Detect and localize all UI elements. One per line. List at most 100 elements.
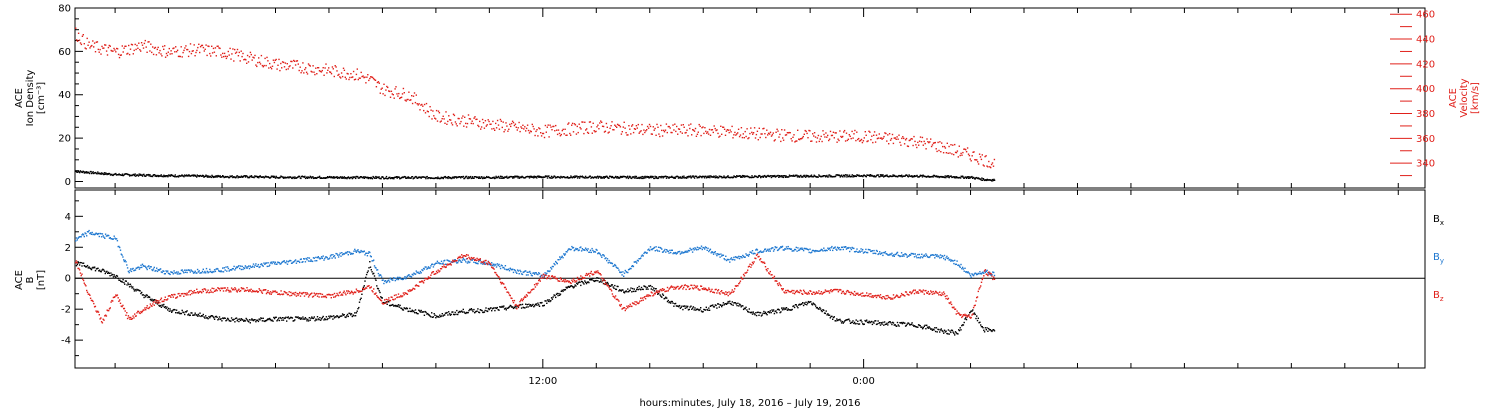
b-series-Bx-point [248,321,249,322]
b-series-By-point [205,272,206,273]
density-series-point [100,174,101,175]
velocity-series-point [190,43,191,44]
b-series-Bx-point [823,310,824,311]
b-series-By-point [76,237,77,238]
b-series-By-point [600,255,601,256]
density-series-point [382,177,383,178]
b-series-Bz-point [129,319,130,320]
velocity-series-point [342,76,343,77]
velocity-series-point [973,151,974,152]
b-series-By-point [348,254,349,255]
b-series-Bx-point [986,327,987,328]
b-series-By-point [378,273,379,274]
velocity-series-point [312,65,313,66]
velocity-series-point [323,67,324,68]
b-series-Bz-point [80,272,81,273]
b-series-Bz-point [163,301,164,302]
b-series-Bz-point [118,297,119,298]
velocity-series-point [806,131,807,132]
velocity-series-point [418,103,419,104]
velocity-series-point [145,40,146,41]
b-series-By-point [273,261,274,262]
velocity-series-point [488,121,489,122]
b-series-Bx-point [254,319,255,320]
b-series-Bz-point [194,290,195,291]
velocity-series-point [758,139,759,140]
velocity-series-point [555,125,556,126]
velocity-series-point [850,136,851,137]
velocity-series-point [364,77,365,78]
b-series-Bx-point [95,270,96,271]
velocity-series-point [362,75,363,76]
velocity-series-point [976,159,977,160]
density-series-point [933,176,934,177]
b-series-By-point [842,247,843,248]
b-series-Bx-point [113,276,114,277]
velocity-series-point [823,134,824,135]
b-series-By-point [240,265,241,266]
density-series-point [393,178,394,179]
b-series-By-point [103,235,104,236]
b-series-Bz-point [122,305,123,306]
b-series-Bx-point [716,307,717,308]
b-series-Bx-point [525,304,526,305]
b-series-Bx-point [129,286,130,287]
velocity-series-point [211,46,212,47]
density-series-point [217,176,218,177]
velocity-series-point [316,73,317,74]
b-series-Bx-point [737,303,738,304]
b-series-Bx-point [160,305,161,306]
density-series-point [506,176,507,177]
b-series-Bx-point [624,292,625,293]
density-series-point [437,178,438,179]
right-y-tick-label: 400 [1416,84,1435,95]
velocity-series-point [866,135,867,136]
velocity-series-point [393,94,394,95]
b-series-By-point [516,273,517,274]
density-series-point [473,178,474,179]
b-series-Bx-point [143,294,144,295]
b-series-By-point [77,239,78,240]
b-series-Bx-point [526,306,527,307]
density-series-point [97,171,98,172]
velocity-series-point [569,133,570,134]
velocity-series-point [308,63,309,64]
b-series-By-point [803,250,804,251]
b-series-Bx-point [722,305,723,306]
b-series-By-point [811,252,812,253]
b-series-By-point [964,271,965,272]
velocity-series-point [874,131,875,132]
velocity-series-point [802,137,803,138]
velocity-series-point [528,130,529,131]
b-series-By-point [334,255,335,256]
velocity-series-point [793,134,794,135]
b-series-Bz-point [124,308,125,309]
velocity-series-point [341,72,342,73]
velocity-series-point [384,95,385,96]
velocity-series-point [278,59,279,60]
velocity-series-point [206,55,207,56]
b-series-By-point [499,266,500,267]
b-series-Bx-point [276,317,277,318]
b-series-Bx-point [218,318,219,319]
b-series-Bz-point [76,260,77,261]
velocity-series-point [95,51,96,52]
velocity-series-point [422,106,423,107]
b-series-By-point [155,270,156,271]
b-series-Bx-point [762,313,763,314]
b-series-By-point [225,269,226,270]
velocity-series-point [517,129,518,130]
velocity-series-point [160,53,161,54]
b-series-By-point [202,271,203,272]
density-series-point [498,176,499,177]
b-series-Bx-point [960,327,961,328]
b-series-Bz-point [81,274,82,275]
b-series-By-point [90,232,91,233]
b-series-By-point [301,258,302,259]
b-series-Bx-point [479,312,480,313]
density-series-point [690,175,691,176]
velocity-series-point [746,128,747,129]
right-y-label: ACE [1448,88,1459,108]
b-series-By-point [633,266,634,267]
b-series-By-point [903,255,904,256]
